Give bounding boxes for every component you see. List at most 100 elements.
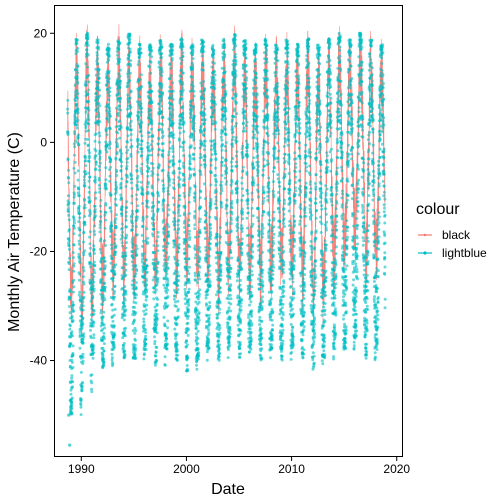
data-point — [126, 134, 130, 138]
data-point — [182, 177, 186, 181]
data-point — [112, 340, 116, 344]
data-point — [144, 258, 148, 262]
data-point — [118, 68, 122, 72]
data-point — [299, 184, 302, 188]
data-point — [276, 59, 280, 63]
data-point — [93, 233, 97, 236]
data-point — [202, 159, 206, 162]
data-point — [182, 140, 186, 144]
data-point — [233, 55, 237, 59]
data-point — [127, 54, 131, 58]
data-point — [67, 244, 71, 248]
data-point — [205, 350, 209, 354]
data-point — [288, 182, 291, 186]
data-point — [84, 80, 88, 84]
data-point — [152, 297, 156, 301]
data-point — [113, 265, 117, 269]
data-point — [128, 124, 132, 128]
data-point — [241, 226, 244, 230]
data-point — [67, 228, 71, 231]
data-point — [261, 226, 265, 230]
data-point — [291, 280, 295, 284]
data-point — [256, 160, 260, 164]
data-point — [171, 196, 175, 200]
data-point — [129, 174, 133, 178]
data-point — [162, 249, 166, 252]
data-point — [228, 328, 232, 332]
data-point — [98, 88, 101, 92]
data-point — [210, 144, 214, 148]
data-point — [98, 247, 102, 251]
data-point — [104, 187, 108, 191]
data-point — [192, 157, 196, 161]
data-point — [297, 82, 301, 86]
data-point — [155, 239, 159, 243]
data-point — [177, 227, 181, 231]
data-point — [118, 136, 122, 140]
data-point — [303, 267, 307, 271]
data-point — [181, 83, 185, 87]
data-point — [267, 213, 271, 217]
data-point — [288, 196, 292, 200]
data-point — [110, 358, 114, 362]
data-point — [208, 273, 212, 277]
data-point — [233, 115, 237, 119]
data-point — [128, 122, 132, 125]
data-point — [213, 149, 217, 153]
data-point — [146, 174, 150, 178]
data-point — [70, 360, 74, 364]
data-point — [136, 100, 140, 104]
data-point — [140, 147, 144, 151]
data-point — [99, 311, 103, 315]
data-point — [141, 239, 145, 243]
data-point — [276, 102, 280, 106]
data-point — [72, 142, 76, 146]
data-point — [191, 84, 195, 88]
data-point — [286, 43, 290, 47]
data-point — [298, 131, 302, 135]
data-point — [67, 201, 71, 205]
data-point — [303, 284, 307, 288]
data-point — [70, 396, 74, 400]
data-point — [118, 85, 122, 89]
data-point — [95, 59, 99, 63]
data-point — [135, 197, 139, 201]
data-point — [141, 202, 145, 205]
data-point — [171, 147, 175, 151]
data-point — [209, 183, 213, 187]
data-point — [286, 62, 290, 66]
data-point — [76, 191, 80, 195]
data-point — [89, 336, 93, 340]
data-point — [103, 266, 107, 270]
data-point — [135, 233, 139, 237]
data-point — [115, 142, 119, 146]
data-point — [113, 333, 117, 336]
data-point — [249, 342, 253, 346]
data-point — [91, 324, 95, 328]
data-point — [106, 117, 110, 121]
data-point — [98, 157, 102, 161]
data-point — [282, 249, 286, 253]
data-point — [215, 293, 218, 297]
data-point — [251, 183, 255, 187]
data-point — [222, 67, 226, 70]
data-point — [139, 110, 143, 114]
data-point — [251, 234, 255, 238]
data-point — [230, 256, 234, 260]
data-point — [286, 143, 290, 147]
data-point — [260, 275, 264, 279]
data-point — [159, 40, 163, 44]
data-point — [251, 178, 255, 182]
data-point — [219, 235, 223, 239]
data-point — [284, 122, 288, 126]
data-point — [251, 105, 255, 109]
data-point — [94, 73, 98, 77]
data-point — [94, 149, 98, 153]
data-point — [97, 101, 101, 105]
data-point — [168, 85, 172, 89]
data-point — [194, 332, 198, 336]
data-point — [98, 104, 102, 108]
data-point — [210, 65, 214, 69]
data-point — [247, 258, 251, 261]
data-point — [207, 328, 211, 332]
